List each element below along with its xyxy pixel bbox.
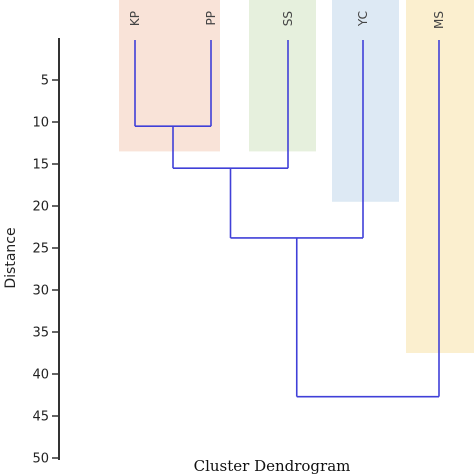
dendrogram-branches [134,40,440,398]
leaf-labels: KP PP SS YC MS [128,11,446,29]
leaf-label-kp: KP [128,11,142,26]
y-axis-title: Distance [3,227,19,288]
y-tick-label: 10 [32,116,49,131]
y-tick-label: 5 [41,74,49,89]
y-tick-label: 50 [32,452,49,467]
cluster-band-ss [249,0,316,152]
y-tick-label: 45 [32,410,49,425]
y-tick-label: 40 [32,368,49,383]
leaf-label-pp: PP [204,11,218,25]
y-tick-label: 30 [32,284,49,299]
y-tick-label: 15 [32,158,49,173]
leaf-label-ms: MS [432,11,446,29]
cluster-band-yc [332,0,399,202]
cluster-band-ms [406,0,474,353]
cluster-bands [119,0,474,353]
y-tick-label: 25 [32,242,49,257]
y-axis-ticks: 5 10 15 20 25 30 35 40 45 50 [32,74,59,467]
leaf-label-ss: SS [281,11,295,26]
leaf-label-yc: YC [356,11,370,27]
y-tick-label: 35 [32,326,49,341]
y-tick-label: 20 [32,200,49,215]
chart-title: Cluster Dendrogram [194,457,351,474]
